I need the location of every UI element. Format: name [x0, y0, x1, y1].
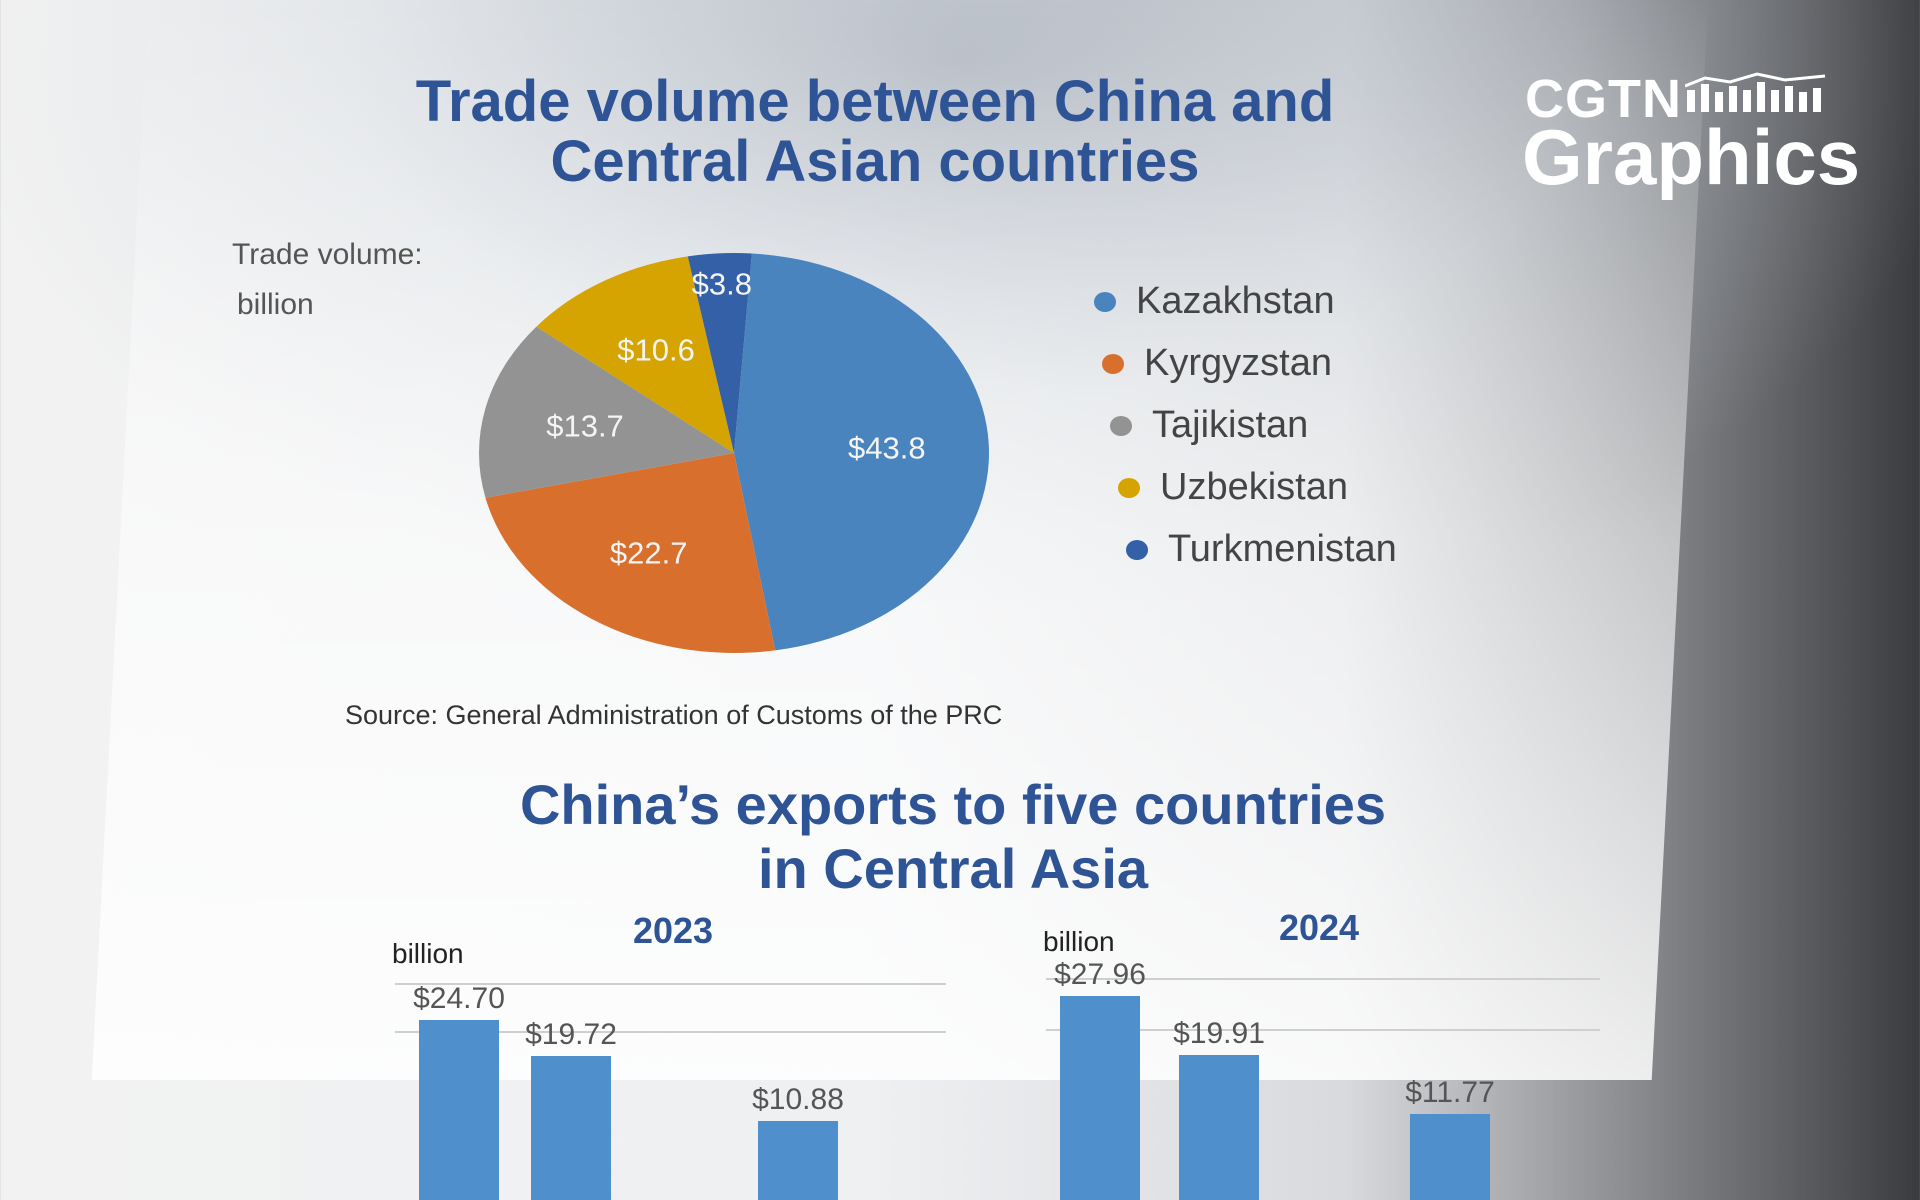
legend-label: Turkmenistan	[1168, 528, 1397, 570]
bar-label: $19.72	[525, 1018, 617, 1052]
pie-unit-billion: billion	[237, 288, 314, 321]
logo-bars-icon	[1685, 72, 1826, 112]
pie-label: $43.8	[848, 430, 926, 465]
bar-title-line2: in Central Asia	[757, 837, 1149, 900]
bar-label: $10.88	[752, 1082, 844, 1116]
pie-slice-tajikistan	[479, 326, 734, 498]
bar-label: $11.77	[1405, 1076, 1495, 1110]
bar-title-line1: China’s exports to five countries	[519, 773, 1387, 836]
legend-dot-icon	[1094, 291, 1116, 312]
legend-label: Kyrgyzstan	[1144, 342, 1332, 384]
year-2023: 2023	[632, 910, 714, 951]
bar	[419, 1019, 499, 1200]
bar	[758, 1120, 838, 1200]
pie-chart: $43.8 $22.7 $13.7 $10.6 $3.8	[479, 252, 989, 653]
legend-label: Tajikistan	[1152, 404, 1309, 446]
pie-label: $10.6	[617, 333, 695, 368]
bar-unit-2024: billion	[1043, 926, 1115, 957]
gridline	[1046, 978, 1600, 980]
bar-label: $27.96	[1054, 958, 1146, 991]
year-2024: 2024	[1278, 907, 1360, 948]
pie-slice-kazakhstan	[734, 253, 989, 651]
legend-dot-icon	[1110, 415, 1132, 436]
bar-label: $19.91	[1173, 1016, 1265, 1050]
bar-unit-2023: billion	[392, 938, 464, 969]
bar	[1410, 1114, 1490, 1200]
bar	[531, 1056, 611, 1200]
legend-item: Turkmenistan	[1126, 528, 1397, 571]
pie-slice-kyrgyzstan	[485, 453, 776, 653]
logo-cgtn: CGTN	[1525, 69, 1682, 129]
source-note: Source: General Administration of Custom…	[345, 700, 1003, 730]
legend-dot-icon	[1118, 477, 1140, 498]
legend-item: Uzbekistan	[1118, 466, 1348, 509]
bar	[1179, 1054, 1259, 1200]
pie-slice-uzbekistan	[536, 256, 734, 453]
legend-label: Kazakhstan	[1136, 280, 1335, 322]
gridline	[395, 983, 946, 985]
gridline	[1046, 1029, 1600, 1031]
pie-label: $13.7	[546, 409, 624, 444]
pie-title-line1: Trade volume between China and	[415, 69, 1335, 134]
gridline	[395, 1031, 946, 1033]
logo-graphics: Graphics	[1522, 113, 1861, 201]
pie-label: $22.7	[610, 536, 688, 571]
bar-label: $24.70	[413, 981, 505, 1015]
legend-item: Kazakhstan	[1094, 280, 1335, 323]
bar	[1060, 996, 1140, 1200]
legend-dot-icon	[1126, 539, 1148, 560]
legend-item: Tajikistan	[1110, 404, 1308, 447]
pie-slice-turkmenistan	[687, 252, 752, 453]
legend-item: Kyrgyzstan	[1102, 342, 1332, 385]
pie-unit-label: Trade volume:	[232, 238, 423, 271]
legend-label: Uzbekistan	[1160, 466, 1348, 508]
pie-label: $3.8	[692, 266, 752, 301]
legend-dot-icon	[1102, 353, 1124, 374]
pie-title-line2: Central Asian countries	[550, 129, 1200, 194]
